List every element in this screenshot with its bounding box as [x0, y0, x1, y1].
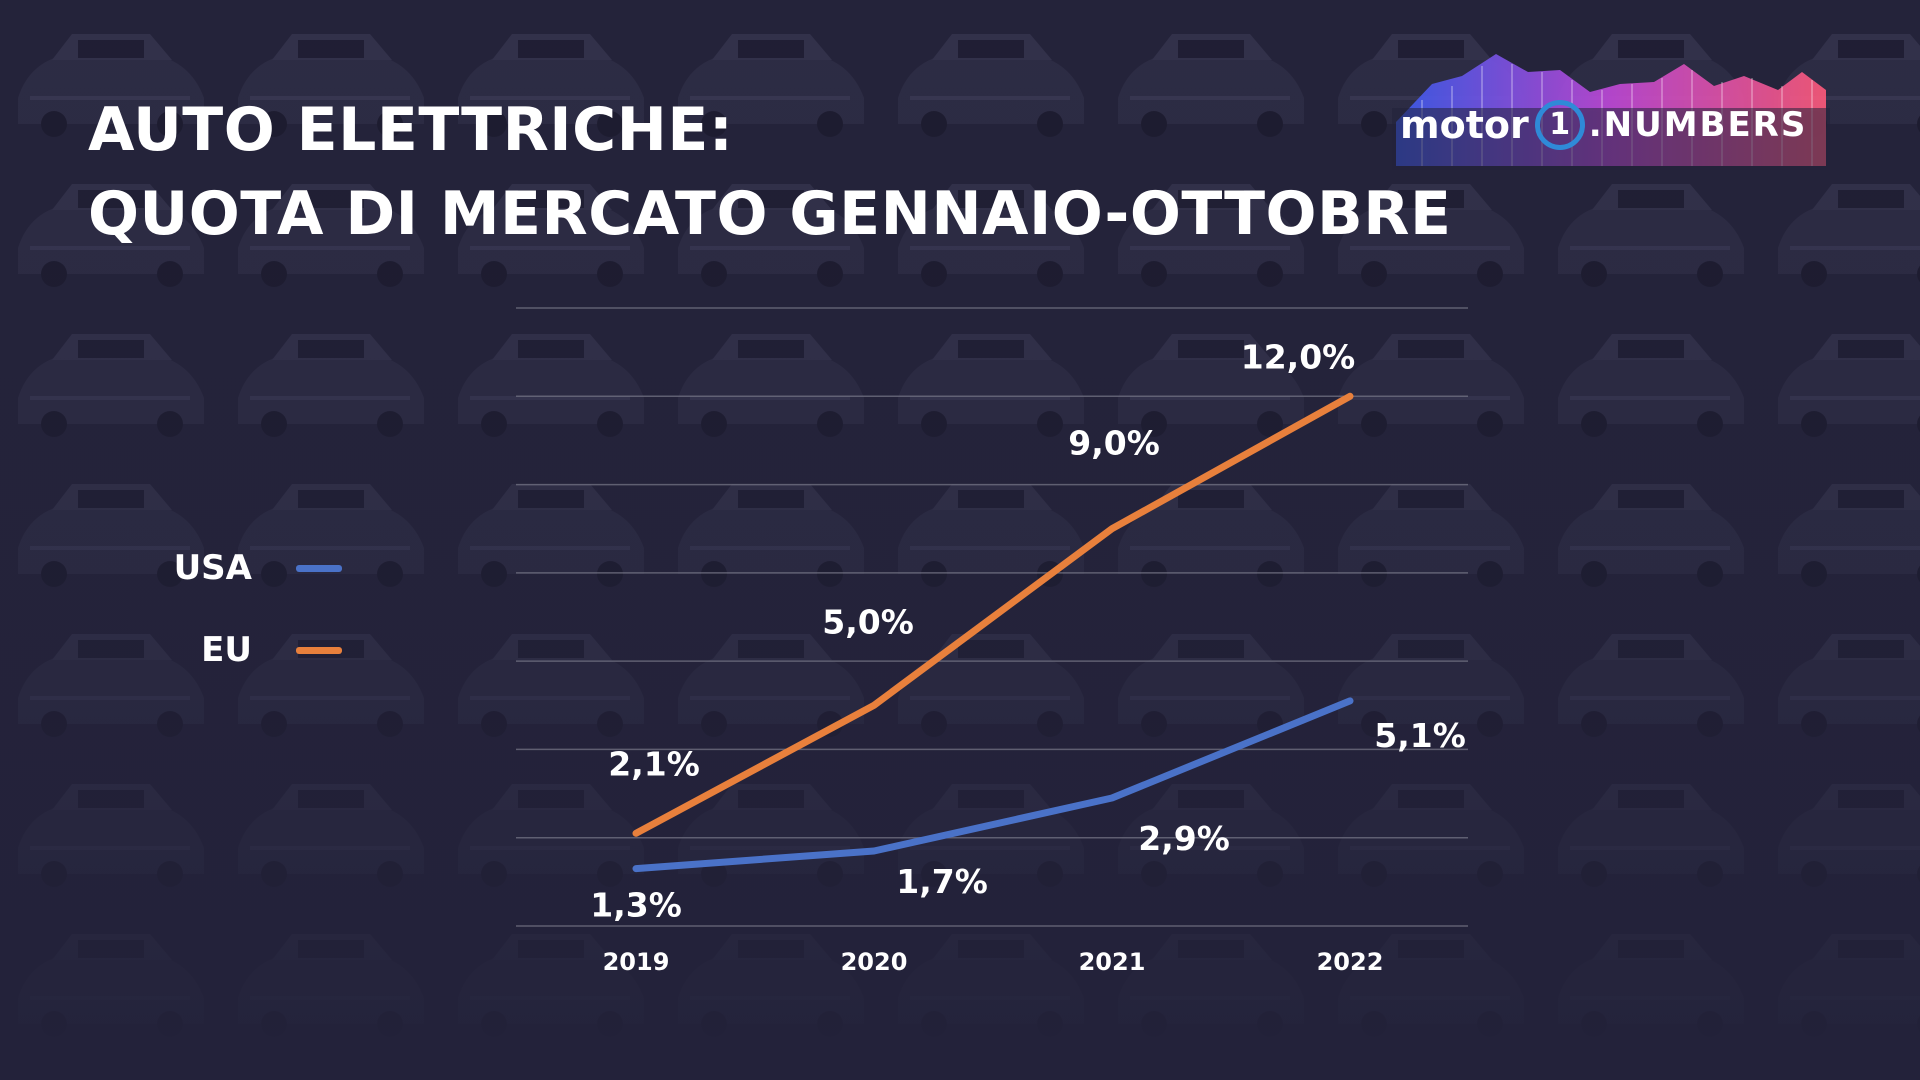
data-label-eu-2020: 5,0% — [822, 602, 914, 641]
legend-item-usa: USA — [150, 548, 342, 588]
x-tick-2022: 2022 — [1317, 948, 1384, 976]
x-tick-2020: 2020 — [841, 948, 908, 976]
logo-word: motor — [1400, 103, 1529, 147]
motor1-numbers-logo — [1392, 54, 1830, 170]
title-line-2: QUOTA DI MERCATO GENNAIO-OTTOBRE — [88, 179, 1452, 249]
chart-gridlines — [516, 307, 1468, 927]
x-tick-2019: 2019 — [603, 948, 670, 976]
legend-swatch-usa — [296, 564, 342, 572]
page-title: AUTO ELETTRICHE: QUOTA DI MERCATO GENNAI… — [88, 88, 1451, 256]
data-label-usa-2022: 5,1% — [1374, 716, 1466, 755]
data-label-eu-2019: 2,1% — [608, 744, 700, 783]
series-line-usa — [632, 697, 1354, 873]
legend-swatch-eu — [296, 646, 342, 654]
chart-legend: USA EU — [150, 548, 342, 712]
chart-data-labels: 1,3% 1,7% 2,9% 5,1% 2,1% 5,0% 9,0% 12,0% — [590, 337, 1466, 924]
chart-x-axis-ticks: 2019 2020 2021 2022 — [603, 948, 1384, 976]
data-label-usa-2021: 2,9% — [1138, 819, 1230, 858]
legend-label-eu: EU — [201, 630, 252, 670]
logo-suffix: .NUMBERS — [1588, 105, 1808, 145]
data-label-eu-2022: 12,0% — [1241, 337, 1356, 376]
x-tick-2021: 2021 — [1079, 948, 1146, 976]
series-line-eu — [632, 392, 1354, 837]
legend-label-usa: USA — [173, 548, 252, 588]
logo-one-badge: 1 — [1534, 100, 1585, 150]
data-label-usa-2019: 1,3% — [590, 886, 682, 925]
data-label-eu-2021: 9,0% — [1068, 424, 1160, 463]
data-label-usa-2020: 1,7% — [896, 862, 988, 901]
chart-series-lines — [632, 392, 1354, 873]
legend-item-eu: EU — [150, 630, 342, 670]
logo-wordmark: motor 1 .NUMBERS — [1400, 100, 1807, 150]
title-line-1: AUTO ELETTRICHE: — [88, 95, 734, 165]
